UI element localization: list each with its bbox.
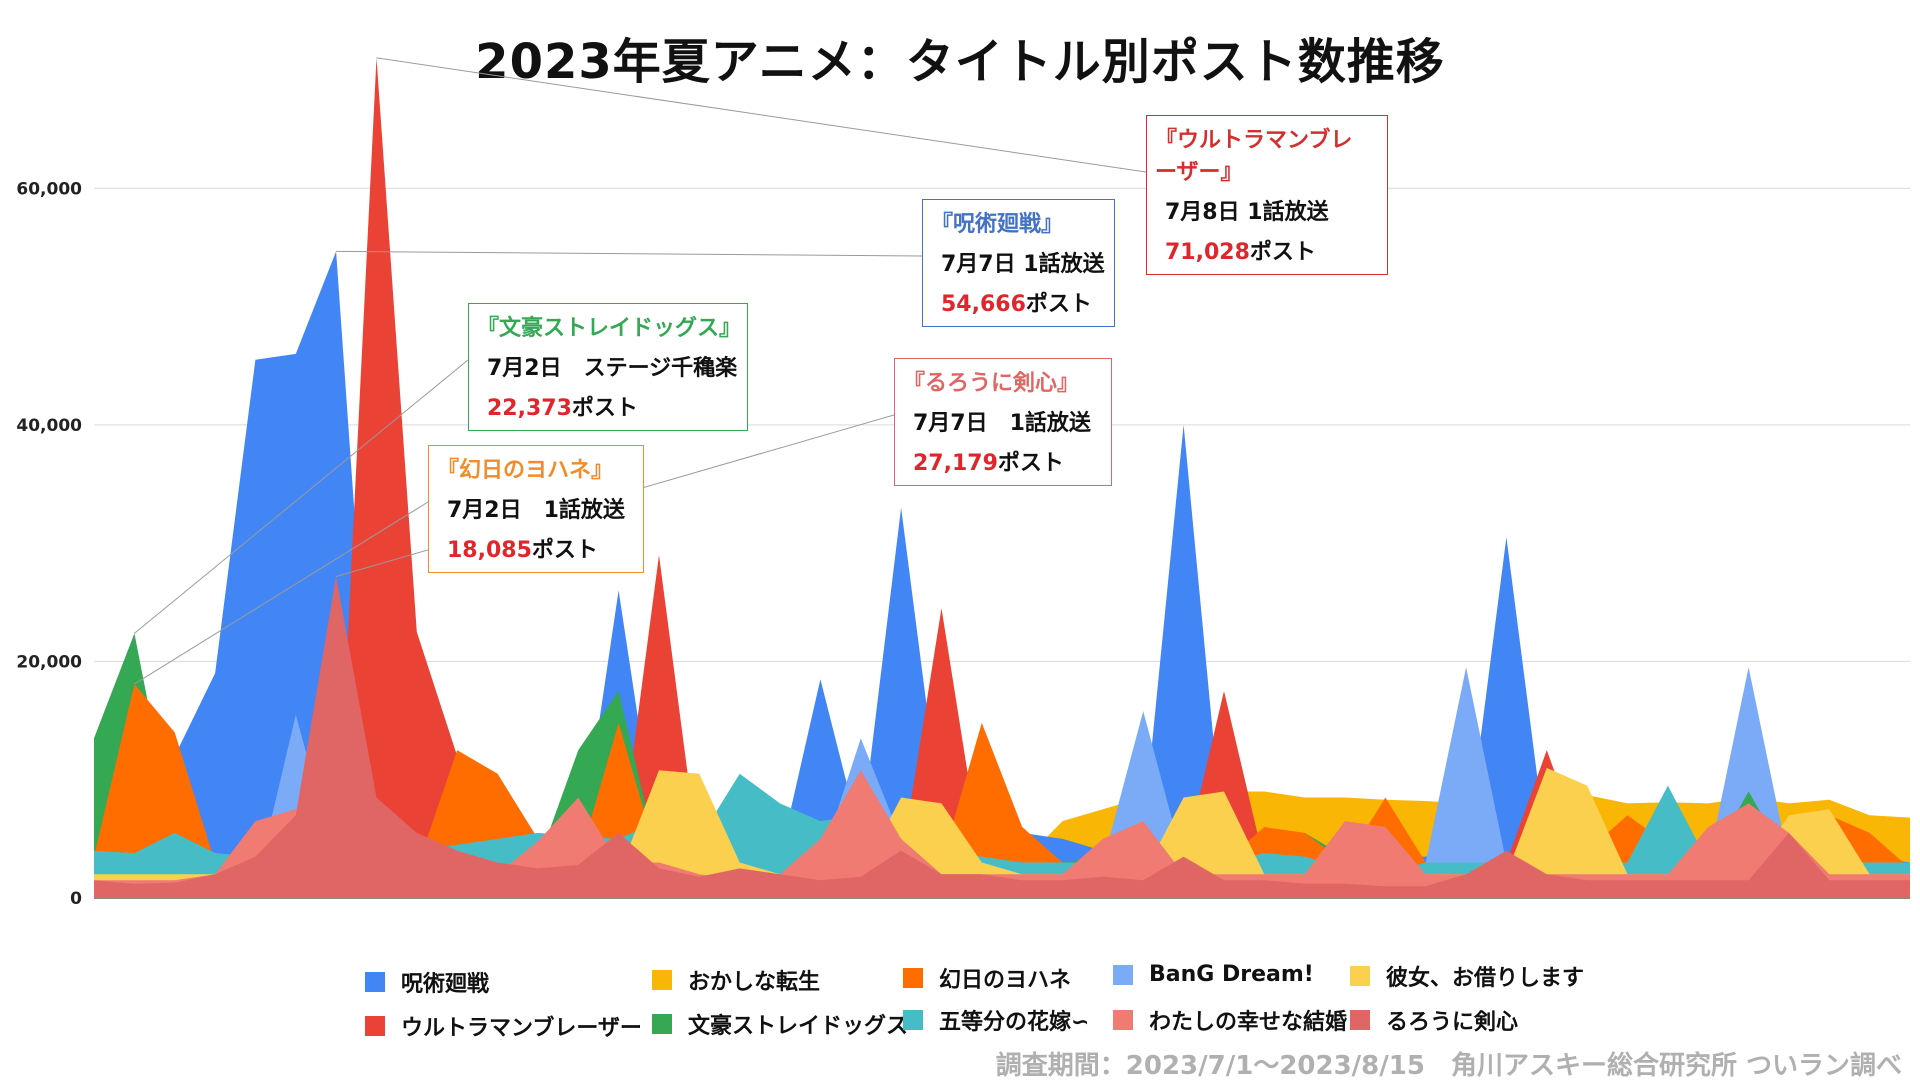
- legend-swatch: [1350, 1010, 1370, 1030]
- legend-label: 彼女、お借りします: [1386, 966, 1585, 991]
- legend-label: 文豪ストレイドッグス: [688, 1014, 909, 1039]
- legend-swatch: [1113, 964, 1133, 985]
- callout-count: 27,179ポスト: [913, 451, 1064, 476]
- callout-title: 『呪術廻戦』: [931, 212, 1064, 237]
- leader-line: [134, 501, 429, 685]
- callout-event: 7月7日 1話放送: [941, 252, 1105, 277]
- callout-event: 7月2日 ステージ千穐楽: [487, 356, 738, 381]
- area-series-幻日のヨハネ[interactable]: [94, 684, 1910, 898]
- area-series-るろうに剣心[interactable]: [94, 576, 1910, 899]
- legend-item[interactable]: 幻日のヨハネ: [903, 962, 1071, 994]
- callout-yohane: 『幻日のヨハネ』 7月2日 1話放送 18,085ポスト: [428, 445, 644, 573]
- callout-title: 『ウルトラマンブレーザー』: [1155, 128, 1353, 185]
- callout-jujutsu: 『呪術廻戦』 7月7日 1話放送 54,666ポスト: [922, 199, 1115, 327]
- legend-swatch: [1113, 1010, 1133, 1030]
- leader-line: [134, 359, 469, 634]
- legend-item[interactable]: BanG Dream!: [1113, 962, 1314, 987]
- legend-item[interactable]: 呪術廻戦: [365, 966, 489, 998]
- legend-label: 五等分の花嫁∽: [939, 1010, 1090, 1035]
- legend-item[interactable]: わたしの幸せな結婚: [1113, 1004, 1347, 1036]
- y-tick-label: 20,000: [16, 652, 82, 672]
- legend-item[interactable]: 文豪ストレイドッグス: [652, 1008, 908, 1040]
- callout-count: 22,373ポスト: [487, 396, 638, 421]
- legend-label: ウルトラマンブレーザー: [401, 1016, 642, 1041]
- callout-rurouni: 『るろうに剣心』 7月7日 1話放送 27,179ポスト: [894, 358, 1112, 486]
- legend-label: BanG Dream!: [1149, 962, 1314, 987]
- legend-label: おかしな転生: [688, 970, 821, 995]
- area-series-BanG Dream![interactable]: [94, 667, 1910, 898]
- callout-title: 『幻日のヨハネ』: [437, 458, 614, 483]
- callout-event: 7月2日 1話放送: [447, 498, 625, 523]
- chart-title: 2023年夏アニメ：タイトル別ポスト数推移: [475, 34, 1445, 90]
- legend-item[interactable]: おかしな転生: [652, 964, 820, 996]
- callout-title: 『文豪ストレイドッグス』: [477, 316, 742, 341]
- legend-swatch: [365, 1016, 385, 1036]
- legend-label: るろうに剣心: [1386, 1010, 1519, 1035]
- leader-line: [376, 57, 1147, 173]
- legend-swatch: [652, 1014, 672, 1034]
- legend-swatch: [365, 972, 385, 992]
- legend-label: 幻日のヨハネ: [939, 968, 1072, 993]
- callout-event: 7月7日 1話放送: [913, 411, 1091, 436]
- y-tick-label: 40,000: [16, 416, 82, 436]
- callout-title: 『るろうに剣心』: [903, 371, 1080, 396]
- callout-count: 18,085ポスト: [447, 538, 598, 563]
- legend-swatch: [903, 968, 923, 988]
- callout-count: 54,666ポスト: [941, 292, 1092, 317]
- legend-item[interactable]: るろうに剣心: [1350, 1004, 1518, 1036]
- y-tick-label: 0: [70, 889, 82, 909]
- legend-item[interactable]: ウルトラマンブレーザー: [365, 1010, 642, 1042]
- legend-swatch: [1350, 966, 1370, 986]
- footnote-source: 調査期間：2023/7/1～2023/8/15 角川アスキー総合研究所 ついラン…: [995, 1051, 1902, 1081]
- legend-label: わたしの幸せな結婚: [1149, 1010, 1348, 1035]
- callout-ultraman: 『ウルトラマンブレーザー』 7月8日 1話放送 71,028ポスト: [1146, 115, 1388, 275]
- leader-line: [336, 250, 923, 257]
- callout-bungo: 『文豪ストレイドッグス』 7月2日 ステージ千穐楽 22,373ポスト: [468, 303, 748, 431]
- legend-swatch: [652, 970, 672, 990]
- legend-swatch: [903, 1010, 923, 1030]
- callout-count: 71,028ポスト: [1165, 240, 1316, 265]
- y-axis: 0 20,000 40,000 60,000: [16, 179, 82, 909]
- area-series: [94, 57, 1910, 899]
- y-tick-label: 60,000: [16, 179, 82, 199]
- callout-event: 7月8日 1話放送: [1165, 200, 1329, 225]
- area-series-わたしの幸せな結婚[interactable]: [94, 770, 1910, 898]
- legend-item[interactable]: 彼女、お借りします: [1350, 960, 1584, 992]
- legend-label: 呪術廻戦: [401, 972, 490, 997]
- legend-item[interactable]: 五等分の花嫁∽: [903, 1004, 1089, 1036]
